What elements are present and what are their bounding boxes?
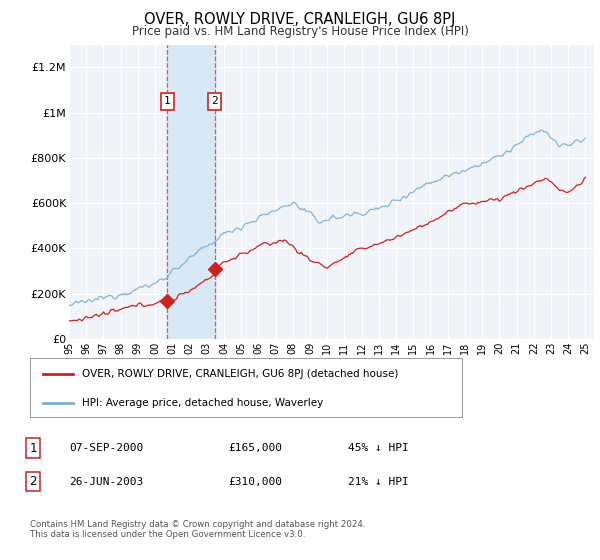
Text: OVER, ROWLY DRIVE, CRANLEIGH, GU6 8PJ: OVER, ROWLY DRIVE, CRANLEIGH, GU6 8PJ [145,12,455,27]
Text: 21% ↓ HPI: 21% ↓ HPI [348,477,409,487]
Text: 2: 2 [29,475,37,488]
Text: 26-JUN-2003: 26-JUN-2003 [69,477,143,487]
Text: OVER, ROWLY DRIVE, CRANLEIGH, GU6 8PJ (detached house): OVER, ROWLY DRIVE, CRANLEIGH, GU6 8PJ (d… [82,369,398,379]
Text: £165,000: £165,000 [228,443,282,453]
Text: HPI: Average price, detached house, Waverley: HPI: Average price, detached house, Wave… [82,398,323,408]
Text: 1: 1 [164,96,170,106]
Text: Contains HM Land Registry data © Crown copyright and database right 2024.
This d: Contains HM Land Registry data © Crown c… [30,520,365,539]
Text: Price paid vs. HM Land Registry's House Price Index (HPI): Price paid vs. HM Land Registry's House … [131,25,469,38]
Text: 07-SEP-2000: 07-SEP-2000 [69,443,143,453]
Text: £310,000: £310,000 [228,477,282,487]
Text: 1: 1 [29,441,37,455]
Text: 2: 2 [211,96,218,106]
Text: 45% ↓ HPI: 45% ↓ HPI [348,443,409,453]
Bar [167,45,215,339]
